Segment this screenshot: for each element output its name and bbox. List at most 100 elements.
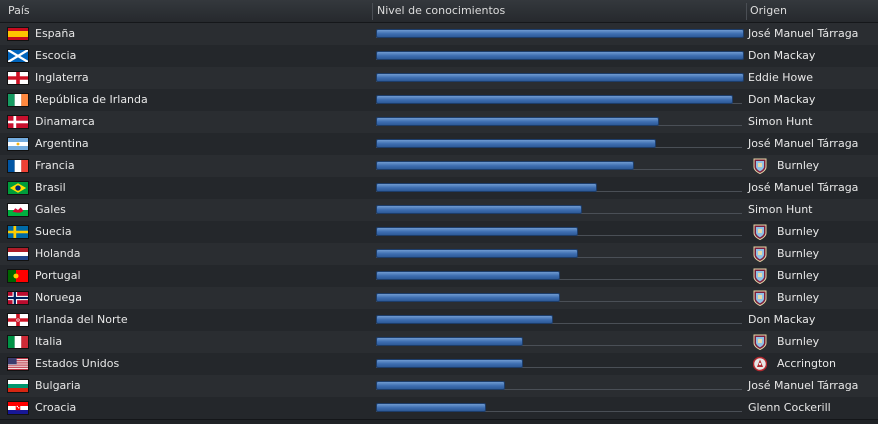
origin-name[interactable]: José Manuel Tárraga bbox=[748, 379, 859, 392]
table-row[interactable]: Bulgaria José Manuel Tárraga bbox=[0, 375, 878, 398]
origin-name[interactable]: Burnley bbox=[777, 159, 820, 172]
table-row[interactable]: Irlanda del Norte Don Mackay bbox=[0, 309, 878, 332]
table-header: País Nivel de conocimientos Origen bbox=[0, 0, 878, 23]
column-header-knowledge[interactable]: Nivel de conocimientos bbox=[377, 4, 506, 17]
knowledge-bar bbox=[376, 381, 505, 390]
country-name[interactable]: Estados Unidos bbox=[35, 357, 120, 370]
table-row[interactable]: Suecia Burnley bbox=[0, 221, 878, 244]
origin-name[interactable]: Burnley bbox=[777, 335, 820, 348]
knowledge-bar bbox=[376, 117, 659, 126]
sweden-flag-icon bbox=[7, 225, 29, 239]
country-name[interactable]: Gales bbox=[35, 203, 66, 216]
portugal-flag-icon bbox=[7, 269, 29, 283]
table-row[interactable]: Estados Unidos Accrington bbox=[0, 353, 878, 376]
table-row[interactable]: Croacia Glenn Cockerill bbox=[0, 397, 878, 420]
brazil-flag-icon bbox=[7, 181, 29, 195]
table-row[interactable]: Gales Simon Hunt bbox=[0, 199, 878, 222]
country-name[interactable]: República de Irlanda bbox=[35, 93, 148, 106]
country-name[interactable]: Dinamarca bbox=[35, 115, 95, 128]
origin-name[interactable]: Don Mackay bbox=[748, 49, 816, 62]
knowledge-bar bbox=[376, 403, 486, 412]
country-name[interactable]: Francia bbox=[35, 159, 75, 172]
scotland-flag-icon bbox=[7, 49, 29, 63]
country-name[interactable]: Irlanda del Norte bbox=[35, 313, 128, 326]
spain-flag-icon bbox=[7, 27, 29, 41]
table-row[interactable]: Italia Burnley bbox=[0, 331, 878, 354]
table-row[interactable]: República de Irlanda Don Mackay bbox=[0, 89, 878, 112]
origin-name[interactable]: Glenn Cockerill bbox=[748, 401, 831, 414]
burnley-crest-icon[interactable] bbox=[753, 268, 767, 284]
column-divider[interactable] bbox=[746, 3, 747, 20]
knowledge-bar bbox=[376, 95, 733, 104]
knowledge-bar bbox=[376, 139, 656, 148]
italy-flag-icon bbox=[7, 335, 29, 349]
country-name[interactable]: Argentina bbox=[35, 137, 89, 150]
country-name[interactable]: Croacia bbox=[35, 401, 77, 414]
country-name[interactable]: Portugal bbox=[35, 269, 81, 282]
knowledge-bar-track bbox=[376, 367, 742, 368]
origin-name[interactable]: Burnley bbox=[777, 225, 820, 238]
country-name[interactable]: Suecia bbox=[35, 225, 72, 238]
knowledge-bar bbox=[376, 315, 553, 324]
france-flag-icon bbox=[7, 159, 29, 173]
northern-ireland-flag-icon bbox=[7, 313, 29, 327]
origin-name[interactable]: Burnley bbox=[777, 291, 820, 304]
table-row[interactable]: Francia Burnley bbox=[0, 155, 878, 178]
burnley-crest-icon[interactable] bbox=[753, 224, 767, 240]
knowledge-bar bbox=[376, 359, 523, 368]
table-row[interactable]: Brasil José Manuel Tárraga bbox=[0, 177, 878, 200]
origin-name[interactable]: José Manuel Tárraga bbox=[748, 181, 859, 194]
burnley-crest-icon[interactable] bbox=[753, 290, 767, 306]
burnley-crest-icon[interactable] bbox=[753, 246, 767, 262]
norway-flag-icon bbox=[7, 291, 29, 305]
wales-flag-icon bbox=[7, 203, 29, 217]
knowledge-bar bbox=[376, 183, 597, 192]
table-row[interactable]: Portugal Burnley bbox=[0, 265, 878, 288]
origin-name[interactable]: José Manuel Tárraga bbox=[748, 27, 859, 40]
origin-name[interactable]: José Manuel Tárraga bbox=[748, 137, 859, 150]
knowledge-bar bbox=[376, 227, 578, 236]
knowledge-bar-track bbox=[376, 389, 742, 390]
table-row[interactable]: Dinamarca Simon Hunt bbox=[0, 111, 878, 134]
netherlands-flag-icon bbox=[7, 247, 29, 261]
knowledge-bar bbox=[376, 293, 560, 302]
country-name[interactable]: España bbox=[35, 27, 76, 40]
table-row[interactable]: Escocia Don Mackay bbox=[0, 45, 878, 68]
table-row[interactable]: Holanda Burnley bbox=[0, 243, 878, 266]
table-row[interactable]: Argentina José Manuel Tárraga bbox=[0, 133, 878, 156]
column-header-origin[interactable]: Origen bbox=[750, 4, 787, 17]
country-name[interactable]: Noruega bbox=[35, 291, 82, 304]
origin-name[interactable]: Simon Hunt bbox=[748, 203, 813, 216]
knowledge-bar bbox=[376, 29, 744, 38]
country-name[interactable]: Italia bbox=[35, 335, 63, 348]
origin-name[interactable]: Simon Hunt bbox=[748, 115, 813, 128]
origin-name[interactable]: Burnley bbox=[777, 247, 820, 260]
table-row[interactable]: Inglaterra Eddie Howe bbox=[0, 67, 878, 90]
column-header-country[interactable]: País bbox=[8, 4, 30, 17]
table-row[interactable]: España José Manuel Tárraga bbox=[0, 23, 878, 46]
country-name[interactable]: Brasil bbox=[35, 181, 66, 194]
origin-name[interactable]: Burnley bbox=[777, 269, 820, 282]
accrington-crest-icon[interactable] bbox=[753, 356, 767, 372]
country-name[interactable]: Escocia bbox=[35, 49, 77, 62]
origin-name[interactable]: Eddie Howe bbox=[748, 71, 814, 84]
column-divider[interactable] bbox=[372, 3, 373, 20]
origin-name[interactable]: Accrington bbox=[777, 357, 836, 370]
england-flag-icon bbox=[7, 71, 29, 85]
table-row[interactable]: Noruega Burnley bbox=[0, 287, 878, 310]
origin-name[interactable]: Don Mackay bbox=[748, 93, 816, 106]
knowledge-bar bbox=[376, 205, 582, 214]
denmark-flag-icon bbox=[7, 115, 29, 129]
knowledge-bar bbox=[376, 337, 523, 346]
country-name[interactable]: Holanda bbox=[35, 247, 81, 260]
knowledge-bar-track bbox=[376, 323, 742, 324]
country-name[interactable]: Inglaterra bbox=[35, 71, 89, 84]
argentina-flag-icon bbox=[7, 137, 29, 151]
burnley-crest-icon[interactable] bbox=[753, 158, 767, 174]
origin-name[interactable]: Don Mackay bbox=[748, 313, 816, 326]
knowledge-bar-track bbox=[376, 345, 742, 346]
burnley-crest-icon[interactable] bbox=[753, 334, 767, 350]
country-name[interactable]: Bulgaria bbox=[35, 379, 81, 392]
ireland-flag-icon bbox=[7, 93, 29, 107]
